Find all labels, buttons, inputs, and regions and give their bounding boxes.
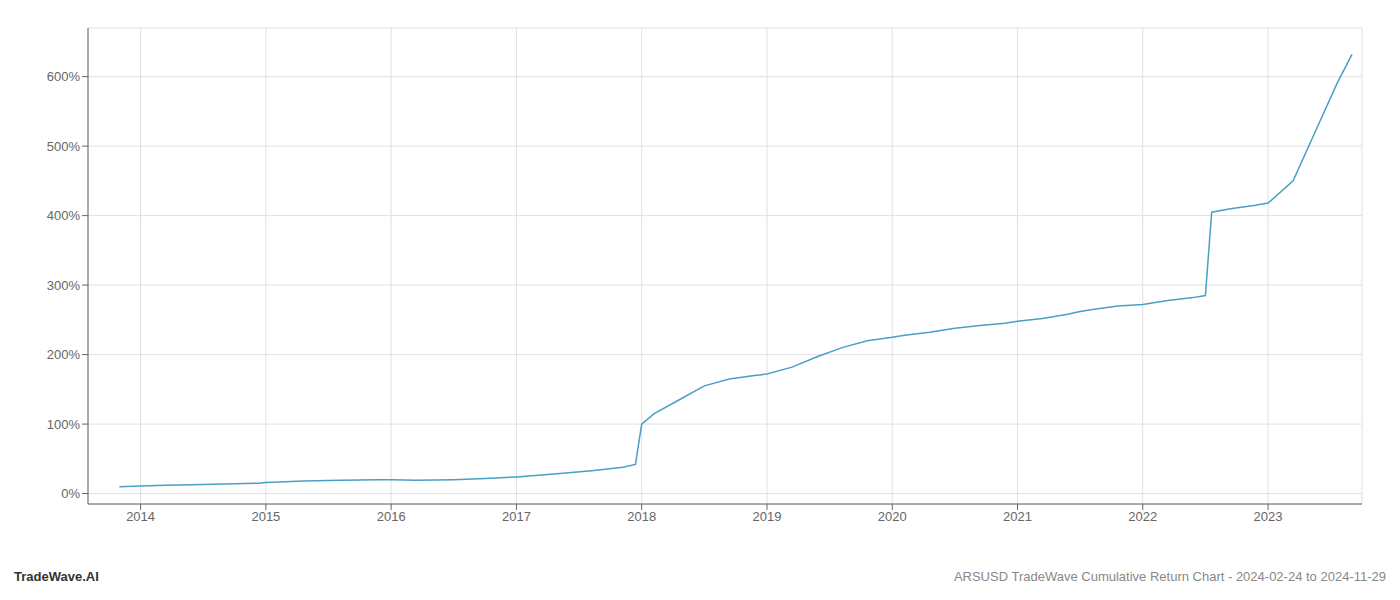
svg-text:2022: 2022 (1128, 509, 1157, 524)
html-text:TradeWave.AI: TradeWave.AI (14, 569, 99, 584)
svg-text:600%: 600% (47, 69, 81, 84)
svg-text:2016: 2016 (377, 509, 406, 524)
svg-text:2020: 2020 (878, 509, 907, 524)
svg-text:300%: 300% (47, 278, 81, 293)
svg-text:2019: 2019 (753, 509, 782, 524)
svg-text:100%: 100% (47, 417, 81, 432)
svg-text:200%: 200% (47, 347, 81, 362)
svg-text:2015: 2015 (251, 509, 280, 524)
svg-text:2018: 2018 (627, 509, 656, 524)
svg-text:2023: 2023 (1254, 509, 1283, 524)
svg-text:400%: 400% (47, 208, 81, 223)
svg-text:0%: 0% (61, 486, 80, 501)
svg-text:2017: 2017 (502, 509, 531, 524)
html-text:ARSUSD TradeWave Cumulative Re: ARSUSD TradeWave Cumulative Return Chart… (953, 569, 1386, 584)
svg-text:500%: 500% (47, 139, 81, 154)
svg-text:2014: 2014 (126, 509, 155, 524)
svg-text:2021: 2021 (1003, 509, 1032, 524)
